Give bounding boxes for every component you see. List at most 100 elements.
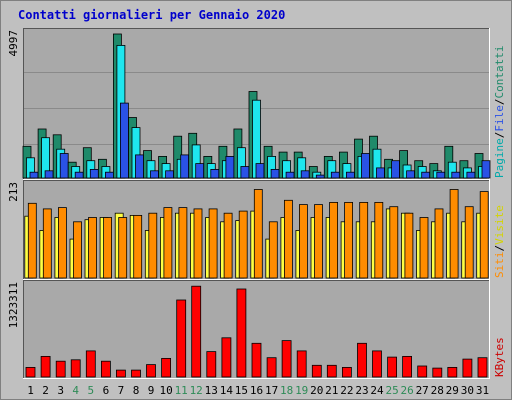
bar-pagine: [74, 171, 84, 179]
bar-siti: [178, 207, 188, 279]
bar-siti: [223, 212, 233, 279]
bar-kbytes: [372, 350, 382, 378]
x-tick-label: 28: [431, 384, 444, 397]
bar-kbytes: [191, 285, 202, 378]
bar-siti: [88, 217, 97, 279]
bar-siti: [193, 208, 203, 279]
bar-pagine: [300, 170, 310, 179]
bar-pagine: [436, 171, 446, 179]
x-tick-label: 23: [355, 384, 368, 397]
bar-kbytes: [161, 357, 172, 378]
bar-pagine: [255, 163, 265, 179]
y-max-label: 213: [7, 182, 20, 202]
bar-pagine: [225, 155, 235, 179]
y-label-part: Pagine: [493, 138, 506, 178]
x-tick-label: 17: [265, 384, 278, 397]
bar-kbytes: [477, 357, 488, 378]
x-tick-label: 6: [103, 384, 110, 397]
bar-kbytes: [40, 355, 51, 378]
x-tick-label: 22: [340, 384, 353, 397]
y-max-label: 4997: [7, 30, 20, 57]
bar-siti: [27, 202, 37, 279]
bar-kbytes: [116, 369, 126, 378]
bar-siti: [464, 206, 474, 279]
x-tick-label: 7: [118, 384, 125, 397]
bar-pagine: [315, 174, 325, 179]
bar-kbytes: [70, 359, 81, 378]
bar-pagine: [135, 154, 144, 179]
bar-siti: [163, 207, 173, 279]
bar-siti: [58, 207, 67, 279]
bar-kbytes: [402, 355, 413, 378]
bar-siti: [359, 201, 369, 279]
x-tick-label: 30: [461, 384, 474, 397]
bar-pagine: [120, 102, 129, 179]
x-tick-label: 27: [416, 384, 429, 397]
x-tick-label: 2: [42, 384, 49, 397]
y-label-part: /: [493, 132, 506, 139]
bar-siti: [73, 221, 82, 279]
bar-siti: [434, 208, 444, 279]
bar-pagine: [89, 168, 99, 179]
x-tick-label: 4: [72, 384, 79, 397]
bar-kbytes: [311, 364, 322, 378]
x-tick-label: 24: [370, 384, 384, 397]
bar-pagine: [240, 166, 250, 179]
bar-pagine: [330, 171, 340, 179]
bar-pagine: [391, 160, 401, 179]
bar-siti: [253, 189, 263, 279]
bar-siti: [419, 217, 429, 279]
bar-siti: [479, 191, 489, 279]
bar-siti: [148, 212, 158, 279]
bar-kbytes: [432, 367, 443, 378]
bar-siti: [283, 199, 293, 279]
bar-siti: [268, 221, 278, 279]
bar-pagine: [406, 170, 416, 179]
bar-kbytes: [146, 364, 156, 378]
bar-kbytes: [206, 351, 217, 378]
x-tick-label: 10: [159, 384, 172, 397]
bar-pagine: [210, 168, 220, 179]
y-label-part: Siti: [493, 252, 506, 279]
bar-pagine: [29, 171, 39, 179]
x-tick-label: 9: [148, 384, 155, 397]
x-tick-label: 13: [205, 384, 218, 397]
bar-kbytes: [447, 366, 458, 378]
bar-kbytes: [417, 365, 428, 378]
bar-siti: [103, 217, 112, 279]
x-tick-label: 26: [400, 384, 413, 397]
y-label-part: /: [493, 99, 506, 106]
x-tick-label: 19: [295, 384, 308, 397]
x-tick-label: 16: [250, 384, 263, 397]
bar-siti: [238, 210, 248, 279]
bar-pagine: [451, 171, 461, 179]
bar-siti: [344, 201, 354, 279]
x-tick-label: 5: [87, 384, 94, 397]
bar-pagine: [165, 170, 175, 179]
bar-pagine: [481, 160, 491, 179]
y-label-part: KBytes: [493, 337, 506, 377]
bar-kbytes: [101, 360, 111, 378]
y-label-kbytes: KBytes: [493, 337, 506, 377]
x-tick-label: 12: [190, 384, 203, 397]
bar-pagine: [361, 153, 370, 179]
bar-pagine: [180, 154, 190, 179]
bar-pagine: [195, 163, 205, 179]
bar-pagine: [270, 168, 280, 179]
bar-siti: [42, 208, 52, 279]
chart-title: Contatti giornalieri per Gennaio 2020: [18, 8, 285, 22]
y-label-part: Visite: [493, 205, 506, 245]
panel-kbytes: 1323311 KBytes: [7, 280, 506, 379]
bar-siti: [389, 206, 399, 279]
bar-kbytes: [25, 366, 36, 378]
bar-kbytes: [176, 299, 187, 378]
bar-siti: [118, 217, 128, 279]
bar-kbytes: [221, 337, 232, 378]
bar-kbytes: [462, 358, 473, 378]
bar-siti: [329, 201, 339, 279]
bar-siti: [133, 214, 143, 279]
x-tick-label: 3: [57, 384, 64, 397]
